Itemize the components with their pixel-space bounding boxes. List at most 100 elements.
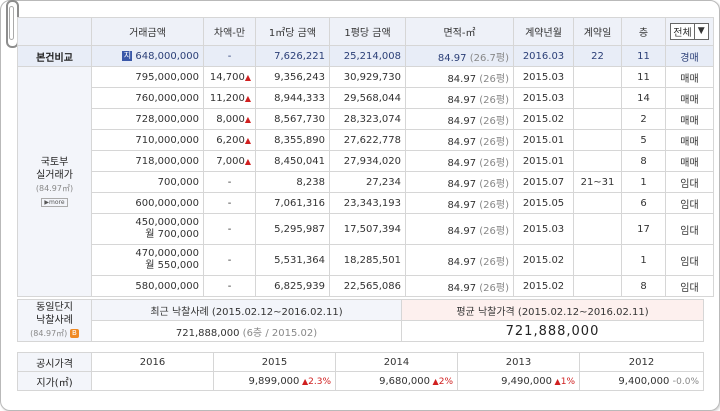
up-arrow-icon: ▲ bbox=[430, 376, 439, 386]
area-cell: 84.97 (26평) bbox=[405, 213, 514, 245]
py-cell: 17,507,394 bbox=[329, 213, 406, 245]
section-label-molit: 국토부 실거래가 (84.97㎡) ▶more bbox=[17, 66, 92, 297]
ym-cell: 2015.02 bbox=[513, 275, 574, 297]
type-cell: 매매 bbox=[665, 66, 714, 88]
price-cell: 710,000,000 bbox=[91, 129, 204, 151]
area-value: 84.97 bbox=[447, 94, 477, 106]
type-cell: 매매 bbox=[665, 129, 714, 151]
header-day: 계약일 bbox=[573, 17, 622, 46]
diff-value: 7,000 bbox=[216, 155, 245, 167]
official-year: 2014 bbox=[335, 352, 458, 372]
area-py: (26평) bbox=[479, 94, 509, 106]
up-arrow-icon: ▲ bbox=[244, 156, 251, 166]
auction-section-label: 동일단지 낙찰사례 (84.97㎡) B bbox=[17, 299, 92, 342]
official-row-label: 지가(㎡) bbox=[17, 371, 92, 391]
price-cell: 760,000,000 bbox=[91, 87, 204, 109]
floor-cell: 14 bbox=[621, 87, 666, 109]
price-cell: 600,000,000 bbox=[91, 192, 204, 214]
area-cell: 84.97 (26평) bbox=[405, 171, 514, 193]
type-cell: 매매 bbox=[665, 87, 714, 109]
header-price: 거래금액 bbox=[91, 17, 204, 46]
py-cell: 22,565,086 bbox=[329, 275, 406, 297]
header-ym: 계약년월 bbox=[513, 17, 574, 46]
diff-value: 6,200 bbox=[216, 134, 245, 146]
area-cell: 84.97 (26평) bbox=[405, 87, 514, 109]
auction-area: (84.97㎡) bbox=[30, 329, 68, 338]
type-cell: 매매 bbox=[665, 108, 714, 130]
header-blank bbox=[17, 17, 92, 46]
transaction-table: 거래금액 차액-만 1㎡당 금액 1평당 금액 면적-㎡ 계약년월 계약일 층 … bbox=[17, 17, 714, 297]
area-value: 84.97 bbox=[447, 256, 477, 268]
table-row: 국토부 실거래가 (84.97㎡) ▶more 795,000,000 14,700▲ 9,… bbox=[17, 66, 714, 297]
self-py: 25,214,008 bbox=[329, 45, 406, 67]
diff-cell: - bbox=[203, 171, 256, 193]
area-cell: 84.97 (26평) bbox=[405, 150, 514, 172]
day-cell bbox=[573, 275, 622, 297]
up-arrow-icon: ▲ bbox=[244, 72, 251, 82]
self-m2: 7,626,221 bbox=[255, 45, 330, 67]
py-cell: 27,234 bbox=[329, 171, 406, 193]
ym-cell: 2015.03 bbox=[513, 87, 574, 109]
py-cell: 27,934,020 bbox=[329, 150, 406, 172]
diff-cell: - bbox=[203, 244, 256, 276]
floor-cell: 1 bbox=[621, 244, 666, 276]
area-py: (26평) bbox=[479, 225, 509, 237]
m2-cell: 8,944,333 bbox=[255, 87, 330, 109]
area-value: 84.97 bbox=[447, 157, 477, 169]
py-cell: 23,343,193 bbox=[329, 192, 406, 214]
self-area: 84.97 bbox=[437, 52, 467, 64]
day-cell bbox=[573, 213, 622, 245]
table-row: 760,000,000 11,200▲ 8,944,333 29,568,044 84.… bbox=[18, 87, 714, 109]
official-value-cell bbox=[91, 371, 214, 391]
py-cell: 28,323,074 bbox=[329, 108, 406, 130]
py-cell: 18,285,501 bbox=[329, 244, 406, 276]
official-value-cell: 9,490,000 ▲1% bbox=[457, 371, 580, 391]
recent-auction-note: (6층 / 2015.02) bbox=[242, 327, 318, 339]
type-cell: 매매 bbox=[665, 150, 714, 172]
auction-label-2: 낙찰사례 bbox=[36, 315, 73, 326]
self-price: 648,000,000 bbox=[135, 50, 199, 62]
diff-cell: - bbox=[203, 192, 256, 214]
py-cell: 29,568,044 bbox=[329, 87, 406, 109]
diff-cell: 6,200▲ bbox=[203, 129, 256, 151]
area-value: 84.97 bbox=[447, 115, 477, 127]
self-area-py: (26.7평) bbox=[469, 52, 509, 64]
official-year: 2013 bbox=[457, 352, 580, 372]
area-py: (26평) bbox=[479, 136, 509, 148]
price-cell: 718,000,000 bbox=[91, 150, 204, 172]
day-cell bbox=[573, 87, 622, 109]
ym-cell: 2015.01 bbox=[513, 150, 574, 172]
table-row: 580,000,000-6,825,939 22,565,086 84.97 (26… bbox=[18, 275, 714, 297]
avg-auction-value: 721,888,000 bbox=[401, 320, 704, 342]
type-cell: 임대 bbox=[665, 171, 714, 193]
ym-cell: 2015.02 bbox=[513, 108, 574, 130]
py-cell: 30,929,730 bbox=[329, 66, 406, 88]
more-button[interactable]: ▶more bbox=[41, 197, 68, 207]
official-value-cell: 9,680,000 ▲2% bbox=[335, 371, 458, 391]
type-cell: 임대 bbox=[665, 192, 714, 214]
table-row: 718,000,000 7,000▲ 8,450,041 27,934,020 84.9… bbox=[18, 150, 714, 172]
auction-label-1: 동일단지 bbox=[36, 302, 73, 313]
price-deposit: 470,000,000 bbox=[135, 248, 199, 259]
m2-cell: 8,450,041 bbox=[255, 150, 330, 172]
price-monthly: 월 700,000 bbox=[145, 229, 199, 240]
price-cell: 470,000,000 월 550,000 bbox=[91, 244, 204, 276]
ym-cell: 2015.07 bbox=[513, 171, 574, 193]
floor-cell: 6 bbox=[621, 192, 666, 214]
m2-cell: 8,567,730 bbox=[255, 108, 330, 130]
type-filter-select[interactable]: 전체 ▼ bbox=[670, 23, 709, 40]
price-cell: 795,000,000 bbox=[91, 66, 204, 88]
floor-cell: 1 bbox=[621, 171, 666, 193]
day-cell bbox=[573, 108, 622, 130]
section-label-line2: 실거래가 bbox=[36, 169, 73, 181]
area-value: 84.97 bbox=[447, 199, 477, 211]
info-icon[interactable]: B bbox=[69, 329, 79, 338]
day-cell bbox=[573, 192, 622, 214]
floor-cell: 17 bbox=[621, 213, 666, 245]
m2-cell: 9,356,243 bbox=[255, 66, 330, 88]
official-header-label: 공시가격 bbox=[17, 352, 92, 372]
diff-cell: 14,700▲ bbox=[203, 66, 256, 88]
table-row: 450,000,000 월 700,000 - 5,295,987 17,507,394… bbox=[18, 213, 714, 245]
area-py: (26평) bbox=[479, 157, 509, 169]
table-header: 거래금액 차액-만 1㎡당 금액 1평당 금액 면적-㎡ 계약년월 계약일 층 … bbox=[17, 17, 714, 46]
